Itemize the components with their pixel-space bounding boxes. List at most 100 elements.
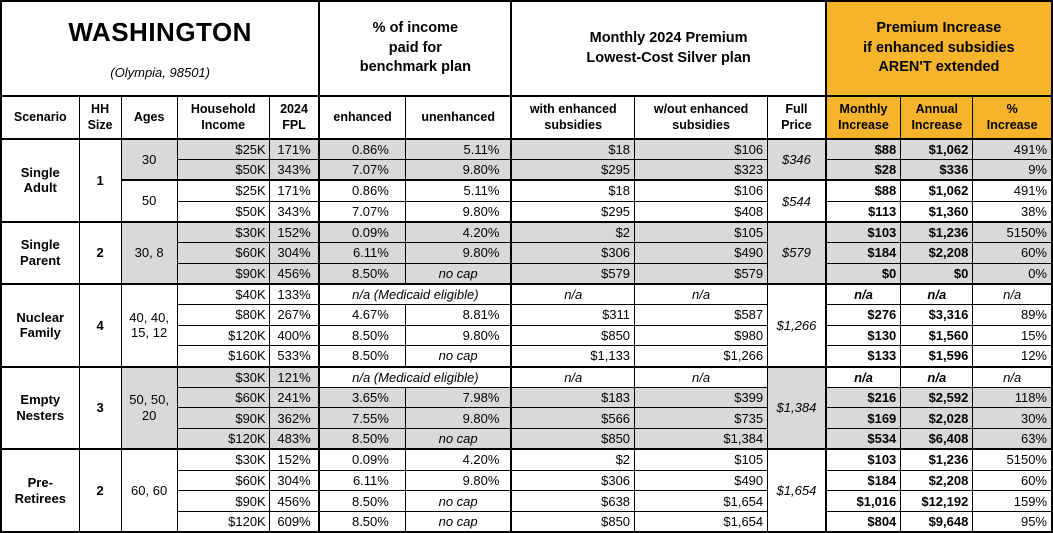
cell-annual-increase: $12,192 bbox=[900, 490, 974, 512]
state-location: (Olympia, 98501) bbox=[110, 65, 210, 80]
cell-full-price: $1,266 bbox=[767, 282, 827, 368]
table-row: 50 $25K 171% 0.86% 5.11% $18 $106 $544 $88 $1,062… bbox=[1, 179, 1053, 223]
cell-2024-fpl: 304% bbox=[268, 241, 320, 264]
cell-household-income: $30K bbox=[176, 448, 270, 471]
cell-premium-with-subsidies: $566 bbox=[510, 407, 636, 430]
cell-2024-fpl: 343% bbox=[268, 200, 320, 223]
cell-premium-with-subsidies: $183 bbox=[510, 386, 636, 409]
cell-medicaid-eligible: n/a (Medicaid eligible) bbox=[318, 282, 512, 305]
cell-monthly-increase: $28 bbox=[824, 159, 902, 181]
cell-premium-without-subsidies: $490 bbox=[634, 241, 769, 264]
cell-pct-increase: 159% bbox=[972, 490, 1053, 512]
cell-premium-without-subsidies: $1,654 bbox=[634, 490, 769, 512]
cell-annual-increase: $1,062 bbox=[900, 179, 974, 202]
col-header-with-subsidies: with enhanced subsidies bbox=[510, 95, 636, 140]
cell-premium-without-subsidies: $399 bbox=[634, 386, 769, 409]
cell-full-price: $346 bbox=[767, 137, 827, 181]
cell-pct-increase: 9% bbox=[972, 159, 1053, 181]
cell-ages: 50, 50, 20 bbox=[120, 365, 178, 450]
cell-premium-with-subsidies: $850 bbox=[510, 510, 636, 533]
cell-premium-without-subsidies: n/a bbox=[634, 365, 769, 388]
table-row: $60K 241% 3.65% 7.98% $183 $399 $216 $2,592 118% bbox=[1, 386, 1053, 409]
cell-household-income: $90K bbox=[176, 407, 270, 430]
cell-unenhanced-pct: 5.11% bbox=[404, 179, 512, 202]
table-row: $50K 343% 7.07% 9.80% $295 $323 $28 $336 9% bbox=[1, 159, 1053, 181]
cell-monthly-increase: n/a bbox=[824, 365, 902, 388]
cell-monthly-increase: n/a bbox=[824, 282, 902, 305]
cell-annual-increase: $1,596 bbox=[900, 345, 974, 368]
cell-pct-increase: 491% bbox=[972, 179, 1053, 202]
cell-household-income: $120K bbox=[176, 428, 270, 450]
cell-full-price: $1,654 bbox=[767, 448, 827, 533]
cell-enhanced-pct: 8.50% bbox=[318, 428, 406, 450]
cell-premium-with-subsidies: $1,133 bbox=[510, 345, 636, 368]
cell-monthly-increase: $169 bbox=[824, 407, 902, 430]
cell-household-income: $30K bbox=[176, 365, 270, 388]
cell-pct-increase: 5150% bbox=[972, 220, 1053, 243]
cell-ages: 30 bbox=[120, 137, 178, 181]
cell-premium-without-subsidies: $105 bbox=[634, 220, 769, 243]
cell-premium-with-subsidies: $850 bbox=[510, 428, 636, 450]
cell-annual-increase: $2,592 bbox=[900, 386, 974, 409]
cell-scenario: Pre-Retirees bbox=[0, 448, 80, 533]
cell-annual-increase: $2,208 bbox=[900, 469, 974, 492]
cell-premium-with-subsidies: $850 bbox=[510, 324, 636, 347]
cell-hh-size: 2 bbox=[78, 220, 122, 285]
cell-monthly-increase: $804 bbox=[824, 510, 902, 533]
cell-ages: 60, 60 bbox=[120, 448, 178, 533]
cell-monthly-increase: $534 bbox=[824, 428, 902, 450]
cell-unenhanced-pct: 8.81% bbox=[404, 304, 512, 326]
cell-monthly-increase: $113 bbox=[824, 200, 902, 223]
cell-unenhanced-pct: 4.20% bbox=[404, 448, 512, 471]
cell-annual-increase: n/a bbox=[900, 365, 974, 388]
cell-pct-increase: 38% bbox=[972, 200, 1053, 223]
cell-pct-increase: 30% bbox=[972, 407, 1053, 430]
col-header-without-subsidies: w/out enhanced subsidies bbox=[634, 95, 769, 140]
section-increase-header: Premium Increase if enhanced subsidies A… bbox=[824, 0, 1053, 97]
col-header-2024-fpl: 2024 FPL bbox=[268, 95, 320, 140]
cell-scenario: Single Adult bbox=[0, 138, 80, 223]
cell-enhanced-pct: 0.09% bbox=[318, 220, 406, 243]
cell-2024-fpl: 171% bbox=[268, 138, 320, 161]
table-row: $50K 343% 7.07% 9.80% $295 $408 $113 $1,360 38% bbox=[1, 200, 1053, 223]
table-row: Nuclear Family 4 40, 40, 15, 12 $40K 133% n/a… bbox=[0, 282, 1053, 368]
cell-premium-without-subsidies: $106 bbox=[634, 138, 769, 161]
cell-unenhanced-pct: 9.80% bbox=[404, 407, 512, 430]
cell-enhanced-pct: 0.86% bbox=[318, 138, 406, 161]
col-header-ages: Ages bbox=[120, 95, 178, 140]
col-header-scenario: Scenario bbox=[0, 95, 80, 140]
cell-monthly-increase: $276 bbox=[824, 304, 902, 326]
cell-2024-fpl: 171% bbox=[268, 179, 320, 202]
cell-unenhanced-pct: 5.11% bbox=[404, 138, 512, 161]
table-row: $90K 362% 7.55% 9.80% $566 $735 $169 $2,028 30% bbox=[1, 407, 1053, 430]
cell-2024-fpl: 133% bbox=[268, 282, 320, 305]
cell-scenario: Empty Nesters bbox=[0, 365, 80, 450]
cell-premium-without-subsidies: $1,654 bbox=[634, 510, 769, 533]
cell-monthly-increase: $0 bbox=[824, 262, 902, 285]
cell-monthly-increase: $103 bbox=[824, 220, 902, 243]
cell-premium-with-subsidies: $18 bbox=[510, 179, 636, 202]
cell-household-income: $30K bbox=[176, 220, 270, 243]
table-row: $120K 483% 8.50% no cap $850 $1,384 $534 $6,408… bbox=[1, 428, 1053, 450]
cell-premium-with-subsidies: $295 bbox=[510, 159, 636, 181]
cell-enhanced-pct: 8.50% bbox=[318, 262, 406, 285]
cell-pct-increase: 63% bbox=[972, 428, 1053, 450]
cell-annual-increase: $2,208 bbox=[900, 241, 974, 264]
cell-monthly-increase: $184 bbox=[824, 241, 902, 264]
cell-enhanced-pct: 4.67% bbox=[318, 304, 406, 326]
cell-premium-without-subsidies: $408 bbox=[634, 200, 769, 223]
cell-scenario: Single Parent bbox=[0, 220, 80, 285]
cell-monthly-increase: $103 bbox=[824, 448, 902, 471]
cell-hh-size: 2 bbox=[78, 448, 122, 533]
cell-2024-fpl: 362% bbox=[268, 407, 320, 430]
cell-premium-without-subsidies: $105 bbox=[634, 448, 769, 471]
cell-pct-increase: 15% bbox=[972, 324, 1053, 347]
cell-2024-fpl: 304% bbox=[268, 469, 320, 492]
cell-2024-fpl: 400% bbox=[268, 324, 320, 347]
cell-monthly-increase: $216 bbox=[824, 386, 902, 409]
cell-premium-without-subsidies: $980 bbox=[634, 324, 769, 347]
cell-2024-fpl: 267% bbox=[268, 304, 320, 326]
cell-pct-increase: n/a bbox=[972, 365, 1053, 388]
table-row: $60K 304% 6.11% 9.80% $306 $490 $184 $2,208 60% bbox=[1, 241, 1053, 264]
cell-premium-without-subsidies: $735 bbox=[634, 407, 769, 430]
